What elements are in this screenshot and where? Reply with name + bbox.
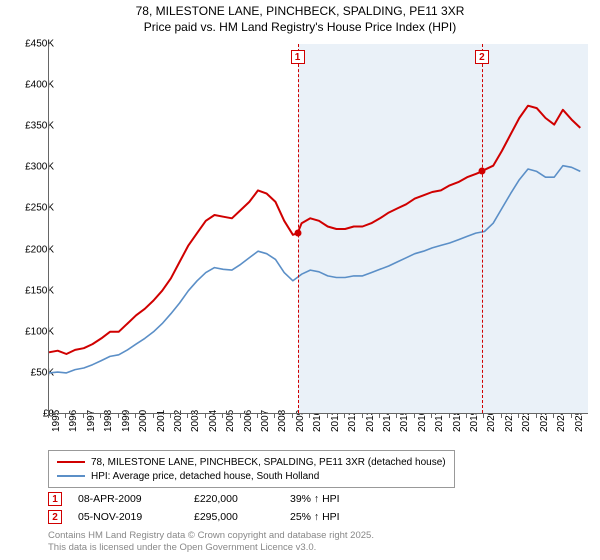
x-tick-mark — [83, 414, 84, 418]
x-tick-mark — [327, 414, 328, 418]
price-chart-container: 78, MILESTONE LANE, PINCHBECK, SPALDING,… — [0, 0, 600, 560]
x-tick-mark — [222, 414, 223, 418]
sale-price: £295,000 — [194, 511, 274, 523]
series-legend: 78, MILESTONE LANE, PINCHBECK, SPALDING,… — [48, 450, 455, 488]
legend-swatch — [57, 461, 85, 463]
sale-legend-marker: 1 — [48, 492, 62, 506]
legend-series-row: 78, MILESTONE LANE, PINCHBECK, SPALDING,… — [57, 455, 446, 469]
sale-date: 08-APR-2009 — [78, 493, 178, 505]
x-tick-mark — [309, 414, 310, 418]
sale-delta: 25% ↑ HPI — [290, 511, 340, 523]
x-tick-mark — [205, 414, 206, 418]
x-tick-mark — [170, 414, 171, 418]
x-tick-mark — [414, 414, 415, 418]
x-tick-mark — [135, 414, 136, 418]
sale-legend-marker: 2 — [48, 510, 62, 524]
x-tick-mark — [274, 414, 275, 418]
sales-legend: 1 08-APR-2009 £220,000 39% ↑ HPI 2 05-NOV-201… — [48, 490, 340, 526]
sale-marker-label: 2 — [475, 50, 489, 64]
x-tick-mark — [344, 414, 345, 418]
series-line — [49, 166, 580, 373]
x-tick-mark — [466, 414, 467, 418]
x-tick-mark — [257, 414, 258, 418]
copyright-line2: This data is licensed under the Open Gov… — [48, 542, 374, 554]
x-tick-mark — [187, 414, 188, 418]
x-tick-mark — [240, 414, 241, 418]
x-tick-mark — [379, 414, 380, 418]
title-subtitle: Price paid vs. HM Land Registry's House … — [0, 20, 600, 36]
x-tick-mark — [518, 414, 519, 418]
plot-area: 12 — [48, 44, 588, 414]
sale-price: £220,000 — [194, 493, 274, 505]
series-line — [49, 106, 580, 354]
copyright-line1: Contains HM Land Registry data © Crown c… — [48, 530, 374, 542]
sale-marker-dot — [294, 230, 301, 237]
copyright-notice: Contains HM Land Registry data © Crown c… — [48, 530, 374, 554]
sale-marker-label: 1 — [291, 50, 305, 64]
sale-marker-line — [298, 44, 299, 413]
sale-legend-row: 2 05-NOV-2019 £295,000 25% ↑ HPI — [48, 508, 340, 526]
x-tick-mark — [571, 414, 572, 418]
x-tick-mark — [501, 414, 502, 418]
sale-date: 05-NOV-2019 — [78, 511, 178, 523]
x-tick-mark — [536, 414, 537, 418]
sale-marker-line — [482, 44, 483, 413]
sale-marker-dot — [478, 168, 485, 175]
line-series-svg — [49, 44, 589, 414]
legend-label: 78, MILESTONE LANE, PINCHBECK, SPALDING,… — [91, 457, 446, 468]
legend-series-row: HPI: Average price, detached house, Sout… — [57, 469, 446, 483]
sale-delta: 39% ↑ HPI — [290, 493, 340, 505]
legend-swatch — [57, 475, 85, 477]
x-tick-mark — [396, 414, 397, 418]
x-tick-mark — [431, 414, 432, 418]
x-tick-mark — [118, 414, 119, 418]
x-tick-mark — [449, 414, 450, 418]
x-tick-mark — [362, 414, 363, 418]
x-tick-mark — [100, 414, 101, 418]
x-tick-mark — [292, 414, 293, 418]
x-tick-mark — [153, 414, 154, 418]
sale-legend-row: 1 08-APR-2009 £220,000 39% ↑ HPI — [48, 490, 340, 508]
chart-title: 78, MILESTONE LANE, PINCHBECK, SPALDING,… — [0, 4, 600, 35]
legend-label: HPI: Average price, detached house, Sout… — [91, 471, 319, 482]
x-tick-mark — [553, 414, 554, 418]
x-tick-mark — [483, 414, 484, 418]
x-tick-mark — [65, 414, 66, 418]
x-tick-mark — [48, 414, 49, 418]
title-address: 78, MILESTONE LANE, PINCHBECK, SPALDING,… — [0, 4, 600, 20]
